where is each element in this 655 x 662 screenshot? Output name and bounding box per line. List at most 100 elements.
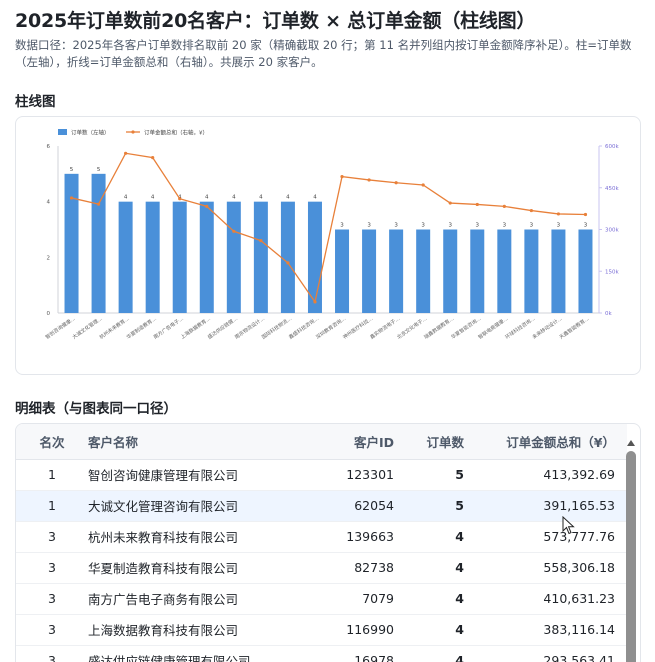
- table-row[interactable]: 3 上海数据教育科技有限公司 116990 4 383,116.14: [16, 614, 627, 646]
- header-name[interactable]: 客户名称: [88, 424, 288, 460]
- line-point: [340, 175, 344, 179]
- vertical-scrollbar-thumb[interactable]: [626, 451, 636, 662]
- line-point: [124, 151, 128, 155]
- bar: [335, 229, 350, 313]
- cell-orders: 4: [406, 645, 476, 662]
- bar: [443, 229, 458, 313]
- line-point: [96, 202, 101, 206]
- cell-id: 139663: [288, 521, 406, 553]
- bar: [199, 201, 214, 313]
- bar: [118, 201, 133, 313]
- bar-value-label: 3: [503, 223, 507, 229]
- right-tick-label: 600k: [605, 144, 619, 150]
- line-point: [367, 178, 371, 182]
- cell-rank: 1: [16, 459, 88, 491]
- line-point: [205, 204, 209, 208]
- bar: [280, 201, 295, 313]
- cell-amount: 383,116.14: [476, 614, 627, 646]
- cell-name: 南方广告电子商务有限公司: [88, 583, 288, 615]
- line-point: [313, 300, 317, 304]
- cell-orders: 5: [406, 490, 476, 522]
- table-row[interactable]: 3 南方广告电子商务有限公司 7079 4 410,631.23: [16, 583, 627, 615]
- line-point: [259, 239, 263, 243]
- table-header-row: 名次 客户名称 客户ID 订单数 订单金额总和（¥）: [16, 424, 627, 460]
- table-row[interactable]: 3 杭州未来教育科技有限公司 139663 4 573,777.76: [16, 521, 627, 553]
- bar-value-label: 3: [584, 223, 588, 229]
- left-tick-label: 6: [47, 144, 51, 150]
- bar-value-label: 4: [259, 195, 263, 201]
- bar-value-label: 4: [286, 195, 290, 201]
- table-row[interactable]: 3 华夏制造教育科技有限公司 82738 4 558,306.18: [16, 552, 627, 584]
- bar: [145, 201, 160, 313]
- scroll-up-arrow-icon[interactable]: [627, 440, 635, 446]
- cell-id: 82738: [288, 552, 406, 584]
- line-point: [394, 181, 398, 185]
- bar-value-label: 3: [367, 223, 371, 229]
- cell-orders: 4: [406, 583, 476, 615]
- bar-value-label: 3: [421, 223, 425, 229]
- cell-rank: 3: [16, 521, 88, 553]
- header-orders[interactable]: 订单数: [406, 424, 476, 460]
- bar: [578, 229, 593, 313]
- page-title: 2025年订单数前20名客户：订单数 × 总订单金额（柱线图）: [15, 10, 536, 32]
- cell-name: 上海数据教育科技有限公司: [88, 614, 288, 646]
- bar: [253, 201, 268, 313]
- header-rank[interactable]: 名次: [16, 424, 88, 460]
- right-tick-label: 0k: [605, 311, 612, 317]
- cell-rank: 1: [16, 490, 88, 522]
- bar: [64, 173, 79, 313]
- bar: [389, 229, 404, 313]
- category-tick-label: 天鑫智能教育…: [558, 315, 591, 341]
- line-point: [421, 183, 425, 187]
- bar: [551, 229, 566, 313]
- line-point: [232, 229, 236, 233]
- page-description: 数据口径：2025年各客户订单数排名取前 20 家（精确截取 20 行；第 11…: [15, 38, 632, 69]
- right-tick-label: 300k: [605, 228, 619, 234]
- legend-bar-swatch: [58, 129, 67, 135]
- detail-table: 名次 客户名称 客户ID 订单数 订单金额总和（¥） 1 智创咨询健康管理有限公…: [16, 424, 627, 662]
- bar-value-label: 4: [205, 195, 209, 201]
- bar-value-label: 3: [340, 223, 344, 229]
- cell-name: 杭州未来教育科技有限公司: [88, 521, 288, 553]
- bar: [362, 229, 377, 313]
- line-point: [502, 204, 506, 208]
- line-point: [151, 156, 155, 160]
- table-row[interactable]: 3 盛达供应链健康管理有限公司 16978 4 293,563.41: [16, 645, 627, 662]
- bar: [226, 201, 241, 313]
- left-tick-label: 2: [47, 255, 51, 261]
- cell-name: 智创咨询健康管理有限公司: [88, 459, 288, 491]
- header-amount[interactable]: 订单金额总和（¥）: [476, 424, 627, 460]
- cell-name: 大诚文化管理咨询有限公司: [88, 490, 288, 522]
- line-point: [448, 201, 452, 205]
- bar-value-label: 5: [70, 167, 74, 173]
- bar-value-label: 3: [448, 223, 452, 229]
- header-id[interactable]: 客户ID: [288, 424, 406, 460]
- bar: [91, 173, 106, 313]
- table-row[interactable]: 1 智创咨询健康管理有限公司 123301 5 413,392.69: [16, 459, 627, 491]
- line-point: [286, 261, 290, 265]
- cell-orders: 4: [406, 614, 476, 646]
- legend-line-label: 订单金额总和（右轴，¥）: [144, 129, 208, 137]
- line-point: [556, 212, 561, 216]
- table-section-title: 明细表（与图表同一口径）: [15, 401, 177, 417]
- cell-id: 16978: [288, 645, 406, 662]
- cell-rank: 3: [16, 645, 88, 662]
- cell-amount: 413,392.69: [476, 459, 627, 491]
- cell-rank: 3: [16, 552, 88, 584]
- cell-id: 62054: [288, 490, 406, 522]
- cell-id: 123301: [288, 459, 406, 491]
- bar: [470, 229, 485, 313]
- bar-value-label: 3: [394, 223, 398, 229]
- bar: [416, 229, 431, 313]
- cell-name: 盛达供应链健康管理有限公司: [88, 645, 288, 662]
- left-tick-label: 4: [47, 200, 51, 206]
- bar: [172, 201, 187, 313]
- right-tick-label: 450k: [605, 186, 619, 192]
- cell-amount: 293,563.41: [476, 645, 627, 662]
- bar-value-label: 4: [124, 195, 128, 201]
- cell-rank: 3: [16, 614, 88, 646]
- table-row[interactable]: 1 大诚文化管理咨询有限公司 62054 5 391,165.53: [16, 490, 627, 522]
- bar: [307, 201, 322, 313]
- bar-value-label: 4: [151, 195, 155, 201]
- detail-table-card: 名次 客户名称 客户ID 订单数 订单金额总和（¥） 1 智创咨询健康管理有限公…: [15, 423, 641, 662]
